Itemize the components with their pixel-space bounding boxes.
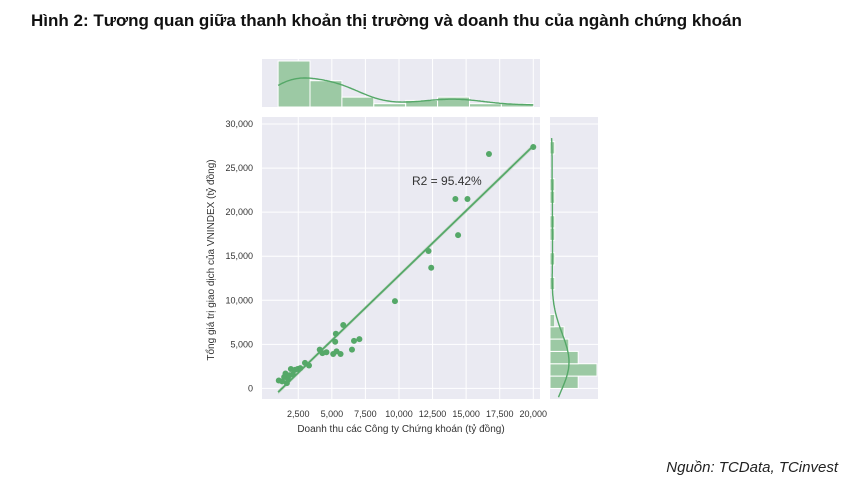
right-kde-curve <box>550 138 570 398</box>
data-point <box>530 143 537 150</box>
data-point <box>455 232 462 239</box>
data-point <box>337 351 344 358</box>
data-point <box>464 195 471 202</box>
top-histogram-bar <box>309 80 343 108</box>
y-tick-label: 20,000 <box>225 207 253 217</box>
y-axis-label: Tổng giá trị giao dịch của VNINDEX (tỷ đ… <box>205 159 217 360</box>
data-point <box>356 336 363 343</box>
x-tick-label: 12,500 <box>419 409 447 419</box>
right-histogram-bar <box>549 313 556 328</box>
top-histogram-bar <box>468 103 502 108</box>
y-tick-labels: 0 5,000 10,000 15,000 20,000 25,000 30,000 <box>225 119 253 393</box>
x-tick-label: 15,000 <box>452 409 480 419</box>
right-histogram-bar <box>549 350 579 365</box>
data-point <box>428 264 435 271</box>
y-tick-label: 30,000 <box>225 119 253 129</box>
y-tick-label: 15,000 <box>225 251 253 261</box>
r2-annotation: R2 = 95.42% <box>412 174 482 188</box>
figure-title: Hình 2: Tương quan giữa thanh khoản thị … <box>31 11 742 30</box>
x-tick-label: 20,000 <box>520 409 548 419</box>
data-point <box>350 337 357 344</box>
top-histogram-bar <box>373 103 407 108</box>
x-axis-label: Doanh thu các Công ty Chứng khoán (tỷ đồ… <box>297 423 504 435</box>
data-point <box>306 362 313 369</box>
x-tick-label: 17,500 <box>486 409 514 419</box>
data-point <box>340 321 347 328</box>
x-tick-labels: 2,500 5,000 7,500 10,000 12,500 15,000 17,500 2… <box>287 409 547 419</box>
y-tick-label: 25,000 <box>225 163 253 173</box>
top-histogram-bar <box>437 96 470 108</box>
x-tick-label: 5,000 <box>321 409 344 419</box>
data-point <box>348 346 355 353</box>
main-scatter-panel <box>262 117 540 399</box>
y-tick-label: 10,000 <box>225 295 253 305</box>
x-tick-label: 10,000 <box>385 409 413 419</box>
scatter-points <box>275 143 537 387</box>
top-marginal-histogram <box>277 60 534 108</box>
data-point <box>332 330 339 337</box>
data-point <box>485 151 492 158</box>
right-histogram-bar <box>549 363 598 377</box>
y-tick-label: 0 <box>248 383 253 393</box>
y-tick-label: 5,000 <box>230 339 253 349</box>
data-point <box>391 298 398 305</box>
x-tick-label: 2,500 <box>287 409 310 419</box>
data-point <box>297 365 304 372</box>
top-histogram-bar <box>341 96 375 108</box>
top-kde-curve <box>277 77 534 106</box>
top-histogram-bar <box>277 60 311 108</box>
data-point <box>332 338 339 345</box>
x-tick-label: 7,500 <box>354 409 377 419</box>
data-point <box>425 247 432 254</box>
source-note: Nguồn: TCData, TCinvest <box>666 459 838 476</box>
data-point <box>452 195 459 202</box>
data-point <box>323 349 330 356</box>
